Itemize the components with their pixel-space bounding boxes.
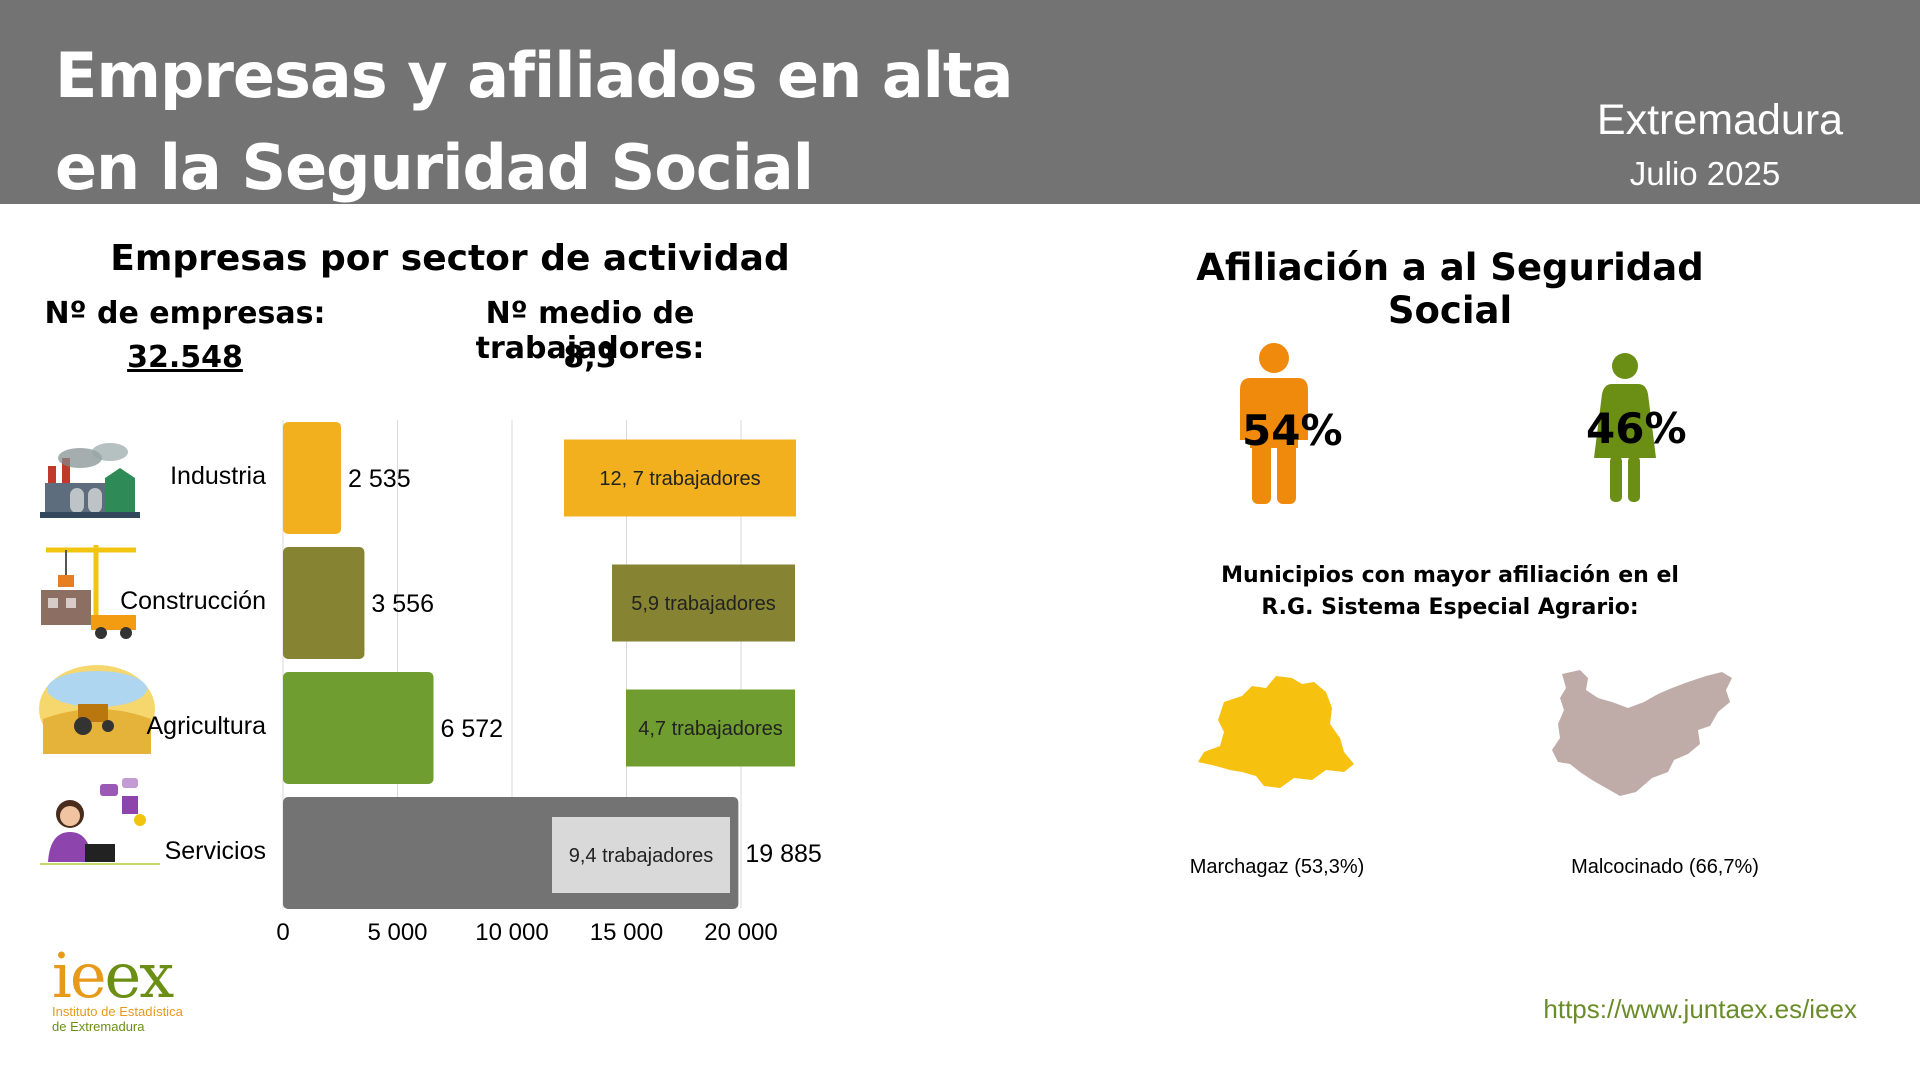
avg-workers-value: 8,3 xyxy=(563,340,617,375)
x-tick-label: 0 xyxy=(276,919,289,946)
bar-value-label: 19 885 xyxy=(745,840,821,868)
women-percentage: 46% xyxy=(1586,404,1687,453)
x-tick-label: 15 000 xyxy=(590,919,663,946)
title-line-2: en la Seguridad Social xyxy=(55,131,814,204)
total-companies-value: 32.548 xyxy=(127,340,243,375)
page-title: Empresas y afiliados en alta en la Segur… xyxy=(55,30,1013,214)
agriculture-icon xyxy=(39,665,155,754)
construction-icon xyxy=(41,545,136,639)
avg-workers-box xyxy=(612,564,795,642)
region-label: Extremadura xyxy=(1596,96,1844,144)
avg-workers-label: 12, 7 trabajadores xyxy=(599,468,760,490)
total-companies-label: Nº de empresas: xyxy=(44,296,326,331)
bar-value-label: 6 572 xyxy=(440,715,503,743)
category-label-construccion: Construcción xyxy=(120,587,266,615)
avg-workers-label: Nº medio de trabajadores: xyxy=(475,296,705,366)
man-icon xyxy=(1240,343,1308,504)
ieex-logo: ieex Instituto de Estadística de Extrema… xyxy=(52,939,183,1035)
header-banner: Empresas y afiliados en alta en la Segur… xyxy=(0,0,1920,204)
municipio-label-marchagaz: Marchagaz (53,3%) xyxy=(1189,856,1365,878)
logo-line-1: Instituto de Estadística xyxy=(52,1004,183,1019)
avg-workers-box xyxy=(564,439,796,517)
factory-icon xyxy=(40,443,140,518)
avg-workers-box xyxy=(552,817,730,893)
municipios-title-line-1: Municipios con mayor afiliación en el xyxy=(1221,563,1679,588)
afiliacion-section-title: Afiliación a al Seguridad Social xyxy=(1196,246,1704,332)
men-percentage: 54% xyxy=(1242,406,1343,455)
avg-workers-label: 5,9 trabajadores xyxy=(631,593,776,615)
woman-icon xyxy=(1594,353,1656,502)
avg-workers-label: 9,4 trabajadores xyxy=(569,845,714,867)
municipios-title-line-2: R.G. Sistema Especial Agrario: xyxy=(1261,595,1639,620)
logo-line-2: de Extremadura xyxy=(52,1019,145,1034)
bar xyxy=(283,547,365,659)
municipio-label-malcocinado: Malcocinado (66,7%) xyxy=(1571,856,1759,878)
category-label-agricultura: Agricultura xyxy=(146,712,267,740)
x-tick-label: 5 000 xyxy=(367,919,427,946)
badajoz-map-icon xyxy=(1552,670,1732,796)
period-label: Julio 2025 xyxy=(1629,155,1781,192)
avg-workers-box xyxy=(626,689,795,767)
category-label-servicios: Servicios xyxy=(164,837,266,865)
bar-value-label: 3 556 xyxy=(371,590,434,618)
logo-wordmark: ieex xyxy=(52,939,174,1012)
avg-workers-label: 4,7 trabajadores xyxy=(638,718,783,740)
x-tick-label: 20 000 xyxy=(704,919,777,946)
website-link[interactable]: https://www.juntaex.es/ieex xyxy=(1543,994,1857,1024)
bar xyxy=(283,672,434,784)
municipios-title: Municipios con mayor afiliación en el R.… xyxy=(1180,560,1720,624)
category-label-industria: Industria xyxy=(170,462,266,490)
empresas-section-title: Empresas por sector de actividad xyxy=(110,238,790,279)
bar xyxy=(283,422,342,534)
title-line-1: Empresas y afiliados en alta xyxy=(55,39,1013,112)
caceres-map-icon xyxy=(1198,676,1354,788)
services-icon xyxy=(40,778,160,865)
x-tick-label: 10 000 xyxy=(475,919,548,946)
bar-value-label: 2 535 xyxy=(348,465,411,493)
